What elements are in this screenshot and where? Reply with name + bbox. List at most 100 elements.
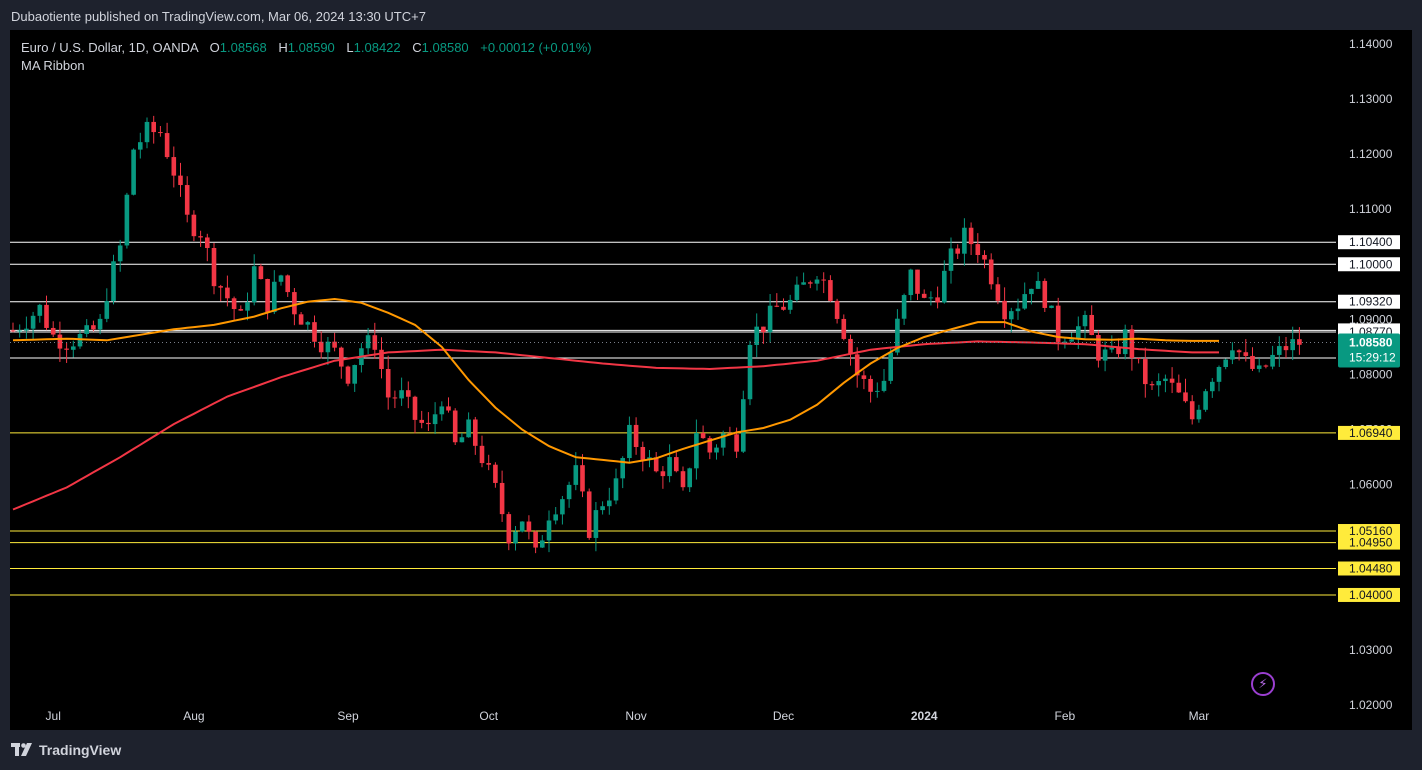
high-value: 1.08590	[287, 40, 335, 55]
candle-28	[198, 236, 203, 238]
candle-3	[30, 315, 36, 329]
price-axis	[1336, 30, 1412, 730]
candle-6	[50, 327, 56, 335]
candle-163	[1102, 349, 1108, 361]
white-level-tag-0: 1.10400	[1349, 235, 1393, 249]
y-tick-2: 1.12000	[1349, 147, 1393, 161]
candle-126	[854, 354, 860, 376]
candle-60	[412, 396, 418, 420]
candle-151	[1022, 294, 1027, 309]
candle-50	[345, 366, 351, 384]
candle-183	[1236, 350, 1242, 353]
candle-109	[741, 399, 746, 452]
x-tick-1: Aug	[183, 709, 204, 723]
candle-192	[1297, 339, 1302, 345]
ma-fast-line	[12, 297, 1219, 464]
y-tick-5: 1.09000	[1349, 312, 1393, 326]
candle-119	[808, 282, 813, 284]
candle-123	[834, 300, 840, 319]
symbol-title[interactable]: Euro / U.S. Dollar, 1D, OANDA	[21, 40, 199, 55]
candle-2	[24, 328, 29, 331]
open-value: 1.08568	[219, 40, 267, 55]
candle-147	[995, 284, 1001, 301]
tradingview-logo-icon	[11, 743, 32, 756]
candle-26	[184, 185, 190, 215]
candle-189	[1277, 346, 1282, 355]
candle-122	[828, 280, 833, 301]
candle-38	[265, 279, 270, 313]
candle-32	[225, 287, 230, 299]
candle-170	[1149, 384, 1155, 386]
white-level-tag-1: 1.10000	[1349, 257, 1393, 271]
close-value: 1.08580	[421, 40, 469, 55]
price-chart[interactable]: 1.14000 1.13000 1.12000 1.11000 1.10000 1.090…	[10, 30, 1412, 730]
candle-144	[975, 244, 981, 255]
candle-84	[573, 465, 579, 485]
candle-30	[211, 247, 217, 287]
tradingview-logo[interactable]: TradingView	[11, 742, 121, 758]
candle-148	[1002, 300, 1007, 320]
candle-173	[1169, 378, 1175, 383]
candle-102	[694, 432, 699, 469]
candle-184	[1243, 352, 1249, 356]
indicator-row: MA Ribbon	[21, 57, 592, 75]
candle-82	[560, 499, 565, 515]
candle-176	[1189, 401, 1195, 420]
candle-73	[499, 482, 505, 515]
candle-85	[580, 465, 585, 492]
candle-161	[1089, 314, 1094, 336]
candle-150	[1015, 308, 1021, 312]
candle-88	[600, 506, 605, 511]
candle-134	[908, 269, 914, 296]
candle-80	[546, 520, 552, 541]
candle-111	[754, 326, 759, 345]
candle-164	[1109, 347, 1115, 350]
candle-104	[707, 438, 713, 453]
candle-45	[312, 322, 317, 342]
publish-header: Dubaotiente published on TradingView.com…	[0, 0, 1422, 30]
candle-68	[466, 419, 471, 438]
candle-72	[493, 464, 498, 483]
x-tick-3: Oct	[479, 709, 498, 723]
white-level-tag-2-bg	[1338, 294, 1400, 309]
candle-62	[426, 422, 431, 425]
candle-110	[747, 344, 753, 400]
candle-99	[674, 457, 679, 472]
chart-frame[interactable]: 1.14000 1.13000 1.12000 1.11000 1.10000 1.090…	[10, 30, 1412, 730]
candle-188	[1270, 354, 1275, 367]
candle-174	[1176, 382, 1182, 393]
candle-128	[868, 378, 873, 392]
candle-43	[298, 314, 304, 325]
candle-185	[1250, 355, 1255, 369]
candle-145	[982, 254, 987, 260]
candle-121	[821, 279, 826, 281]
candle-76	[519, 521, 525, 532]
candle-20	[144, 121, 150, 143]
white-level-tag-0-bg	[1338, 235, 1400, 250]
white-level-tag-2: 1.09320	[1349, 295, 1393, 309]
x-tick-0: Jul	[46, 709, 61, 723]
y-tick-6: 1.08000	[1349, 367, 1393, 381]
x-tick-7: Feb	[1055, 709, 1076, 723]
yellow-level-tag-2: 1.04950	[1349, 536, 1393, 550]
candle-9	[71, 346, 76, 350]
candle-159	[1076, 326, 1081, 340]
candle-132	[895, 318, 900, 353]
candle-186	[1256, 365, 1262, 369]
candle-158	[1069, 339, 1074, 342]
low-value: 1.08422	[353, 40, 401, 55]
lightning-icon[interactable]: ⚡	[1251, 672, 1275, 696]
candle-101	[687, 468, 692, 488]
candle-167	[1129, 329, 1135, 358]
candle-182	[1230, 350, 1235, 360]
candle-142	[962, 227, 967, 254]
y-tick-8: 1.06000	[1349, 478, 1393, 492]
x-tick-4: Nov	[625, 709, 646, 723]
candle-187	[1263, 365, 1269, 367]
candle-116	[787, 299, 793, 310]
indicator-name[interactable]: MA Ribbon	[21, 58, 85, 73]
candle-75	[513, 531, 518, 544]
candle-14	[104, 301, 110, 319]
last-price-label: 1.08580	[1349, 336, 1393, 350]
candle-136	[921, 293, 927, 298]
